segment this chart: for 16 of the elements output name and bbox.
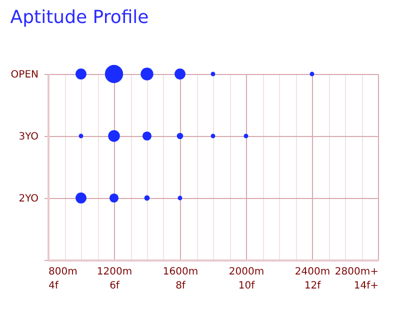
x-tick-label: 800m xyxy=(48,266,78,278)
x-tick-label: 2400m xyxy=(294,266,330,278)
x2-tick-label: 14f+ xyxy=(354,280,378,292)
y-tick-label: 2YO xyxy=(18,194,39,204)
x-tick-label: 1200m xyxy=(96,266,132,278)
x-tick-label: 2000m xyxy=(228,266,264,278)
y-tick-label: OPEN xyxy=(10,70,38,80)
x2-tick-label: 12f xyxy=(304,280,322,292)
chart-title: Aptitude Profile xyxy=(10,6,149,28)
x2-tick-label: 8f xyxy=(176,280,186,292)
x2-tick-label: 4f xyxy=(48,280,59,292)
x2-tick-label: 6f xyxy=(110,280,120,292)
x-tick-label: 2800m+ xyxy=(334,266,378,278)
y-tick-label: 3YO xyxy=(18,132,39,142)
x2-tick-label: 10f xyxy=(238,280,256,292)
x-tick-label: 1600m xyxy=(162,266,198,278)
